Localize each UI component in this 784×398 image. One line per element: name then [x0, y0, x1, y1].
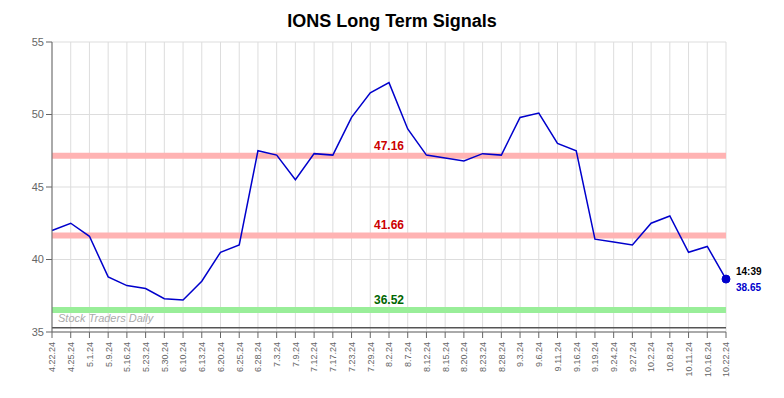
svg-text:5.1.24: 5.1.24	[85, 342, 95, 367]
svg-text:7.17.24: 7.17.24	[328, 342, 338, 372]
svg-text:7.12.24: 7.12.24	[310, 342, 320, 372]
svg-text:7.3.24: 7.3.24	[272, 342, 282, 367]
svg-text:50: 50	[32, 108, 44, 120]
svg-text:8.2.24: 8.2.24	[384, 342, 394, 367]
svg-text:6.25.24: 6.25.24	[235, 342, 245, 372]
svg-text:4.22.24: 4.22.24	[47, 342, 57, 372]
svg-text:47.16: 47.16	[374, 139, 404, 153]
svg-text:36.52: 36.52	[374, 293, 404, 307]
svg-text:9.6.24: 9.6.24	[534, 342, 544, 367]
svg-text:Stock Traders Daily: Stock Traders Daily	[58, 312, 155, 324]
svg-text:38.65: 38.65	[736, 282, 761, 293]
svg-text:55: 55	[32, 36, 44, 48]
svg-text:10.16.24: 10.16.24	[703, 342, 713, 377]
svg-text:41.66: 41.66	[374, 218, 404, 232]
svg-text:10.2.24: 10.2.24	[647, 342, 657, 372]
svg-text:14:39: 14:39	[736, 266, 762, 277]
svg-text:8.23.24: 8.23.24	[478, 342, 488, 372]
html-text:IONS Long Term Signals: IONS Long Term Signals	[287, 11, 497, 31]
svg-text:7.9.24: 7.9.24	[291, 342, 301, 367]
svg-text:9.27.24: 9.27.24	[628, 342, 638, 372]
svg-text:6.13.24: 6.13.24	[197, 342, 207, 372]
svg-text:6.20.24: 6.20.24	[216, 342, 226, 372]
svg-text:4.25.24: 4.25.24	[66, 342, 76, 372]
svg-text:8.20.24: 8.20.24	[459, 342, 469, 372]
svg-text:8.28.24: 8.28.24	[497, 342, 507, 372]
svg-text:10.11.24: 10.11.24	[684, 342, 694, 376]
svg-text:45: 45	[32, 181, 44, 193]
svg-text:5.9.24: 5.9.24	[104, 342, 114, 367]
svg-text:40: 40	[32, 253, 44, 265]
svg-text:5.23.24: 5.23.24	[141, 342, 151, 372]
svg-text:10.22.24: 10.22.24	[721, 342, 731, 377]
svg-text:6.28.24: 6.28.24	[253, 342, 263, 372]
svg-text:9.24.24: 9.24.24	[609, 342, 619, 372]
svg-text:8.15.24: 8.15.24	[441, 342, 451, 372]
svg-text:5.16.24: 5.16.24	[122, 342, 132, 372]
svg-text:9.3.24: 9.3.24	[515, 342, 525, 367]
svg-text:6.10.24: 6.10.24	[178, 342, 188, 372]
svg-text:35: 35	[32, 326, 44, 338]
svg-text:7.23.24: 7.23.24	[347, 342, 357, 372]
svg-text:9.16.24: 9.16.24	[572, 342, 582, 372]
svg-text:9.11.24: 9.11.24	[553, 342, 563, 371]
svg-text:7.29.24: 7.29.24	[366, 342, 376, 372]
svg-text:8.12.24: 8.12.24	[422, 342, 432, 372]
svg-text:5.30.24: 5.30.24	[160, 342, 170, 372]
svg-text:8.7.24: 8.7.24	[403, 342, 413, 367]
svg-text:10.8.24: 10.8.24	[665, 342, 675, 372]
svg-text:9.19.24: 9.19.24	[590, 342, 600, 372]
